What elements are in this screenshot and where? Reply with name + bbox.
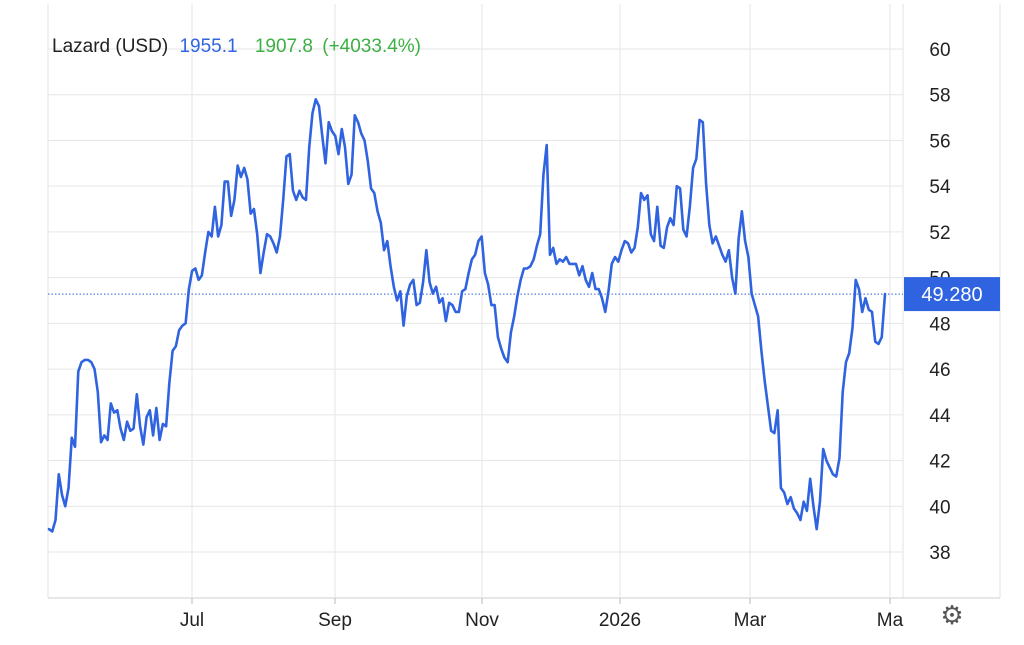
y-tick-label: 40 [929,497,950,518]
current-price-badge [904,277,1000,312]
x-tick-label: Jul [180,610,204,631]
x-tick-label: Nov [465,610,499,631]
legend-series-name: Lazard (USD) [52,36,169,57]
y-tick-label: 48 [929,314,950,335]
chart-legend: Lazard (USD) 1955.1 1907.8 (+4033.4%) [52,36,427,58]
legend-value-1: 1955.1 [179,36,238,57]
y-tick-label: 46 [929,360,950,381]
y-tick-label: 38 [929,543,950,564]
y-tick-label: 58 [929,86,950,107]
x-tick-label: Ma [877,610,904,631]
x-tick-label: 2026 [599,610,641,631]
y-tick-label: 56 [929,131,950,152]
x-tick-label: Sep [318,610,352,631]
current-price-label: 49.280 [921,284,982,306]
x-tick-label: Mar [734,610,767,631]
y-tick-label: 52 [929,223,950,244]
gear-icon[interactable]: ⚙ [940,601,964,631]
price-line [47,98,887,533]
legend-change: (+4033.4%) [322,36,422,57]
legend-value-2: 1907.8 [254,36,313,57]
y-tick-label: 42 [929,452,950,473]
y-tick-label: 44 [929,406,951,427]
y-tick-label: 60 [929,40,950,61]
y-tick-label: 54 [929,177,951,198]
